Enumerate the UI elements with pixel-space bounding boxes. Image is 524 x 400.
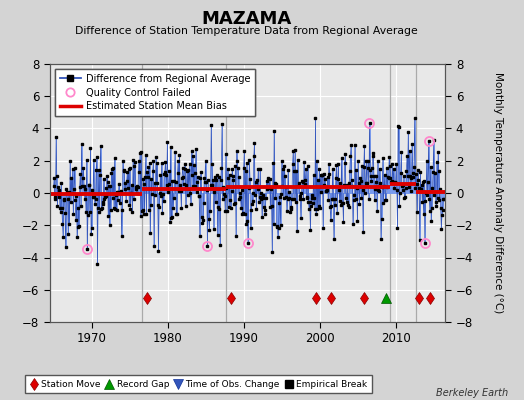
Text: Berkeley Earth: Berkeley Earth bbox=[436, 388, 508, 398]
Legend: Difference from Regional Average, Quality Control Failed, Estimated Station Mean: Difference from Regional Average, Qualit… bbox=[54, 69, 255, 116]
Legend: Station Move, Record Gap, Time of Obs. Change, Empirical Break: Station Move, Record Gap, Time of Obs. C… bbox=[26, 376, 372, 394]
Y-axis label: Monthly Temperature Anomaly Difference (°C): Monthly Temperature Anomaly Difference (… bbox=[493, 72, 503, 314]
Text: MAZAMA: MAZAMA bbox=[201, 10, 291, 28]
Text: Difference of Station Temperature Data from Regional Average: Difference of Station Temperature Data f… bbox=[75, 26, 418, 36]
